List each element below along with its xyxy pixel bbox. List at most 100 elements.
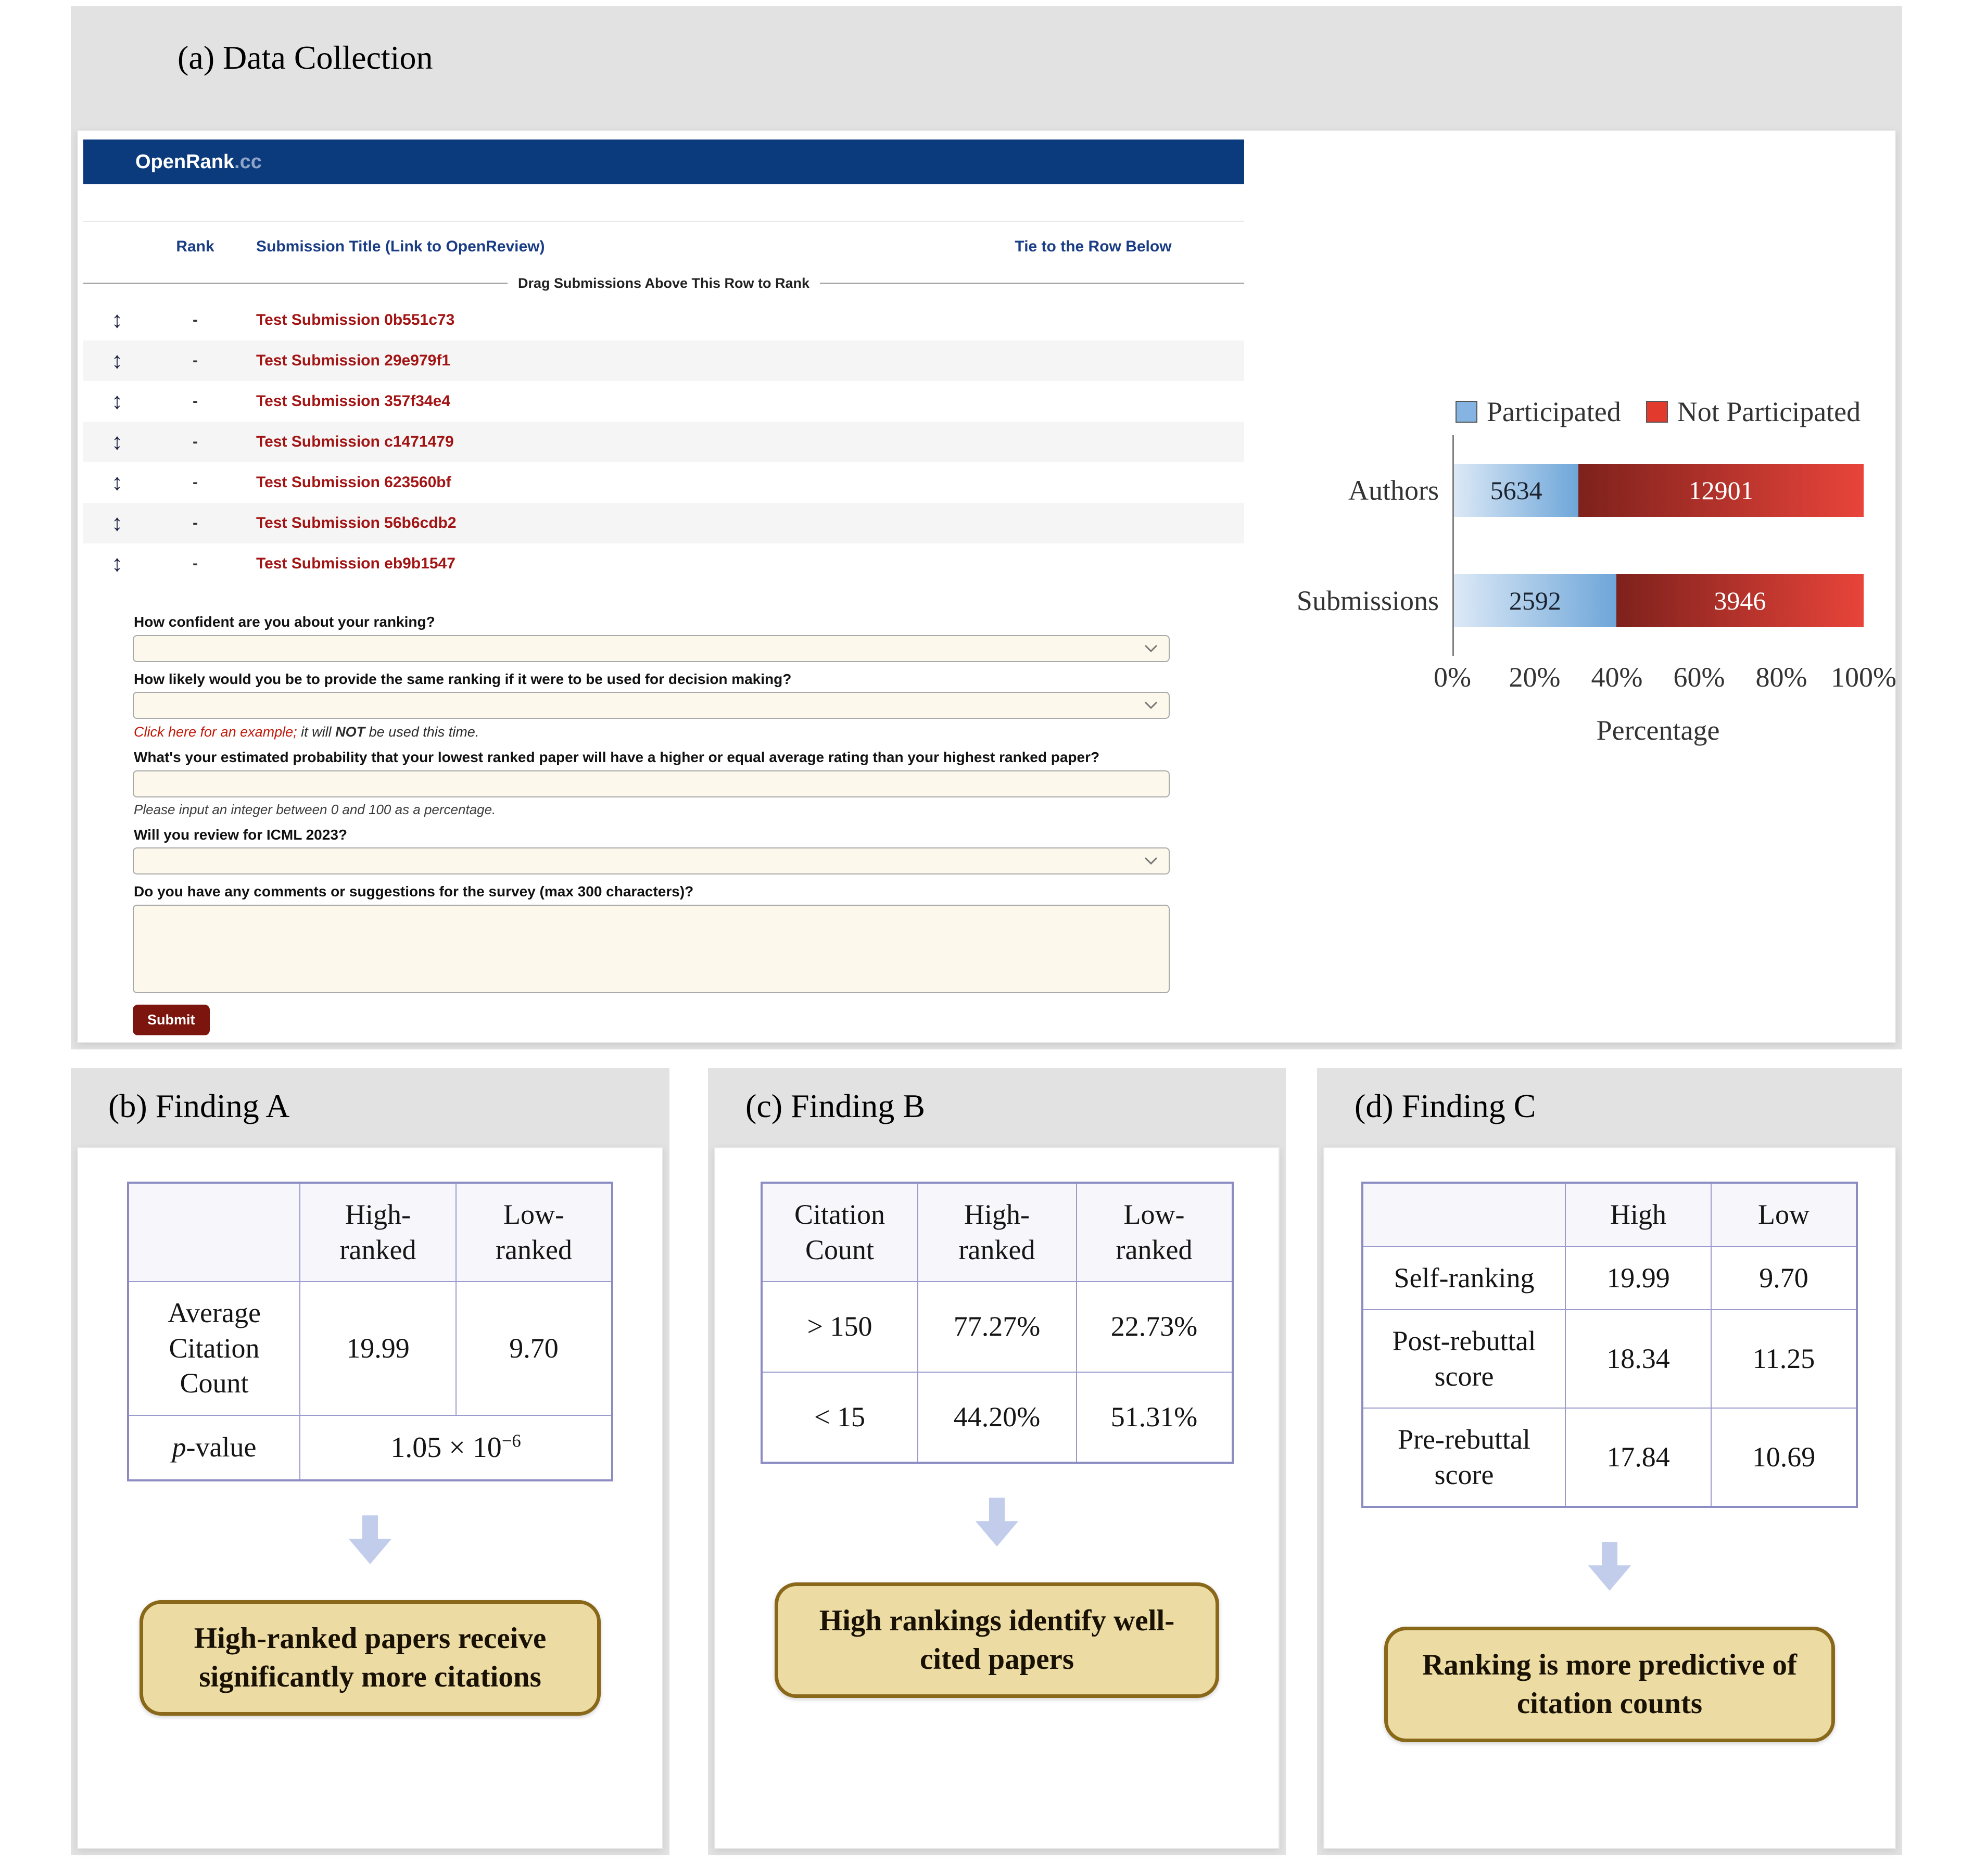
submission-link[interactable]: Test Submission 29e979f1 [256, 352, 450, 369]
example-link[interactable]: Click here for an example; [134, 724, 297, 740]
question-comments: Do you have any comments or suggestions … [134, 883, 694, 900]
x-axis-ticks: 0% 20% 40% 60% 80% 100% [1434, 661, 1896, 694]
submit-button[interactable]: Submit [133, 1004, 210, 1035]
drag-handle-icon[interactable]: ↕ [111, 429, 123, 454]
submission-row: ↕ - Test Submission eb9b1547 [83, 543, 1244, 584]
chevron-down-icon [1144, 701, 1158, 710]
confidence-select[interactable] [133, 635, 1170, 662]
drag-handle-icon[interactable]: ↕ [111, 470, 123, 495]
example-note: Click here for an example; it will NOT b… [134, 724, 479, 740]
submission-row: ↕ - Test Submission 623560bf [83, 462, 1244, 503]
panel-data-collection: (a) Data Collection OpenRank.cc Rank Sub… [71, 6, 1902, 1049]
chart-legend: Participated Not Participated [1452, 396, 1864, 428]
panel-c-title: (c) Finding B [745, 1087, 925, 1124]
panel-a-body: OpenRank.cc Rank Submission Title (Link … [77, 130, 1896, 1043]
panel-d-title: (d) Finding C [1355, 1087, 1536, 1124]
rank-divider-label: Drag Submissions Above This Row to Rank [517, 275, 810, 291]
submission-link[interactable]: Test Submission c1471479 [256, 433, 454, 450]
divider-line [820, 283, 1244, 284]
finding-a-callout: High-ranked papers receive significantly… [139, 1600, 601, 1716]
probability-note: Please input an integer between 0 and 10… [134, 801, 496, 817]
drag-handle-icon[interactable]: ↕ [111, 307, 123, 333]
panel-b-body: High-ranked Low-ranked Average Citation … [77, 1147, 663, 1849]
table-cell [128, 1182, 300, 1282]
submission-table-header: Rank Submission Title (Link to OpenRevie… [83, 231, 1244, 262]
bar-value: 5634 [1490, 476, 1542, 505]
col-header-rank: Rank [176, 238, 214, 255]
submission-row: ↕ - Test Submission 0b551c73 [83, 300, 1244, 340]
comments-textarea[interactable] [133, 904, 1170, 993]
panel-c-body: Citation Count High-ranked Low-ranked > … [714, 1147, 1280, 1849]
submission-row: ↕ - Test Submission c1471479 [83, 422, 1244, 462]
question-probability: What's your estimated probability that y… [134, 749, 1100, 766]
drag-handle-icon[interactable]: ↕ [111, 551, 123, 576]
survey-form: How confident are you about your ranking… [133, 613, 1170, 1035]
tick-label: 20% [1509, 662, 1561, 693]
submission-link[interactable]: Test Submission 623560bf [256, 474, 451, 491]
participation-chart: Participated Not Participated Authors 56… [1275, 131, 1896, 1042]
drag-handle-icon[interactable]: ↕ [111, 510, 123, 536]
submission-link[interactable]: Test Submission 56b6cdb2 [256, 514, 457, 531]
drag-handle-icon[interactable]: ↕ [111, 348, 123, 373]
rank-value: - [193, 352, 198, 369]
table-cell: 17.84 [1565, 1408, 1712, 1507]
panel-a-title: (a) Data Collection [178, 39, 433, 76]
finding-c-table: High Low Self-ranking 19.99 9.70 Post-re… [1361, 1182, 1858, 1508]
question-confidence: How confident are you about your ranking… [134, 614, 435, 630]
rank-value: - [193, 555, 198, 572]
rank-value: - [193, 433, 198, 450]
legend-item-participated: Participated [1455, 396, 1621, 428]
table-cell: Average Citation Count [128, 1281, 300, 1416]
table-cell: Low-ranked [455, 1182, 613, 1282]
submission-row: ↕ - Test Submission 357f34e4 [83, 381, 1244, 422]
table-cell: 44.20% [917, 1371, 1077, 1463]
legend-label: Participated [1486, 396, 1621, 427]
tick-label: 80% [1755, 662, 1807, 693]
probability-input[interactable] [133, 770, 1170, 797]
submission-link[interactable]: Test Submission 0b551c73 [256, 311, 455, 328]
bar-segment-participated: 2592 [1454, 574, 1616, 627]
submission-row: ↕ - Test Submission 29e979f1 [83, 340, 1244, 381]
panel-d-body: High Low Self-ranking 19.99 9.70 Post-re… [1323, 1147, 1896, 1849]
submission-link[interactable]: Test Submission eb9b1547 [256, 555, 455, 572]
stacked-bar: 2592 3946 [1454, 574, 1864, 627]
question-review-icml: Will you review for ICML 2023? [134, 826, 348, 843]
table-cell: Low [1711, 1182, 1857, 1247]
table-cell: Citation Count [761, 1182, 918, 1282]
table-cell: High-ranked [299, 1182, 457, 1282]
legend-item-not-participated: Not Participated [1646, 396, 1861, 428]
table-cell: Pre-rebuttal score [1362, 1408, 1566, 1507]
table-cell: 18.34 [1565, 1309, 1712, 1409]
bar-value: 2592 [1509, 586, 1561, 615]
bar-value: 3946 [1714, 586, 1766, 615]
panel-b-header: (b) Finding A [71, 1068, 669, 1147]
same-ranking-select[interactable] [133, 692, 1170, 719]
bar-value: 12901 [1688, 476, 1754, 505]
table-cell: 11.25 [1711, 1309, 1857, 1409]
col-header-tie: Tie to the Row Below [1015, 238, 1172, 255]
panel-finding-b: (c) Finding B Citation Count High-ranked… [708, 1068, 1286, 1855]
submission-link[interactable]: Test Submission 357f34e4 [256, 392, 450, 410]
down-arrow-icon [963, 1492, 1031, 1554]
rank-value: - [193, 392, 198, 410]
chevron-down-icon [1144, 856, 1158, 866]
table-cell: > 150 [761, 1281, 918, 1373]
openrank-logo[interactable]: OpenRank.cc [135, 150, 262, 173]
finding-b-table: Citation Count High-ranked Low-ranked > … [760, 1182, 1234, 1464]
drag-handle-icon[interactable]: ↕ [111, 388, 123, 414]
panel-finding-a: (b) Finding A High-ranked Low-ranked Ave… [71, 1068, 669, 1855]
table-cell: Self-ranking [1362, 1246, 1566, 1310]
rank-value: - [193, 514, 198, 531]
tick-label: 100% [1831, 662, 1896, 693]
table-cell: 9.70 [1711, 1246, 1857, 1310]
openrank-screenshot: OpenRank.cc Rank Submission Title (Link … [78, 131, 1275, 1042]
table-cell: 51.31% [1075, 1371, 1233, 1463]
finding-a-table: High-ranked Low-ranked Average Citation … [127, 1182, 613, 1481]
legend-swatch-not-participated-icon [1646, 401, 1668, 423]
chevron-down-icon [1144, 644, 1158, 653]
table-cell: High [1565, 1182, 1712, 1247]
panel-finding-c: (d) Finding C High Low Self-ranking 19.9… [1317, 1068, 1902, 1855]
category-label-submissions: Submissions [1296, 585, 1439, 616]
review-icml-select[interactable] [133, 847, 1170, 875]
table-cell: 22.73% [1075, 1281, 1233, 1373]
